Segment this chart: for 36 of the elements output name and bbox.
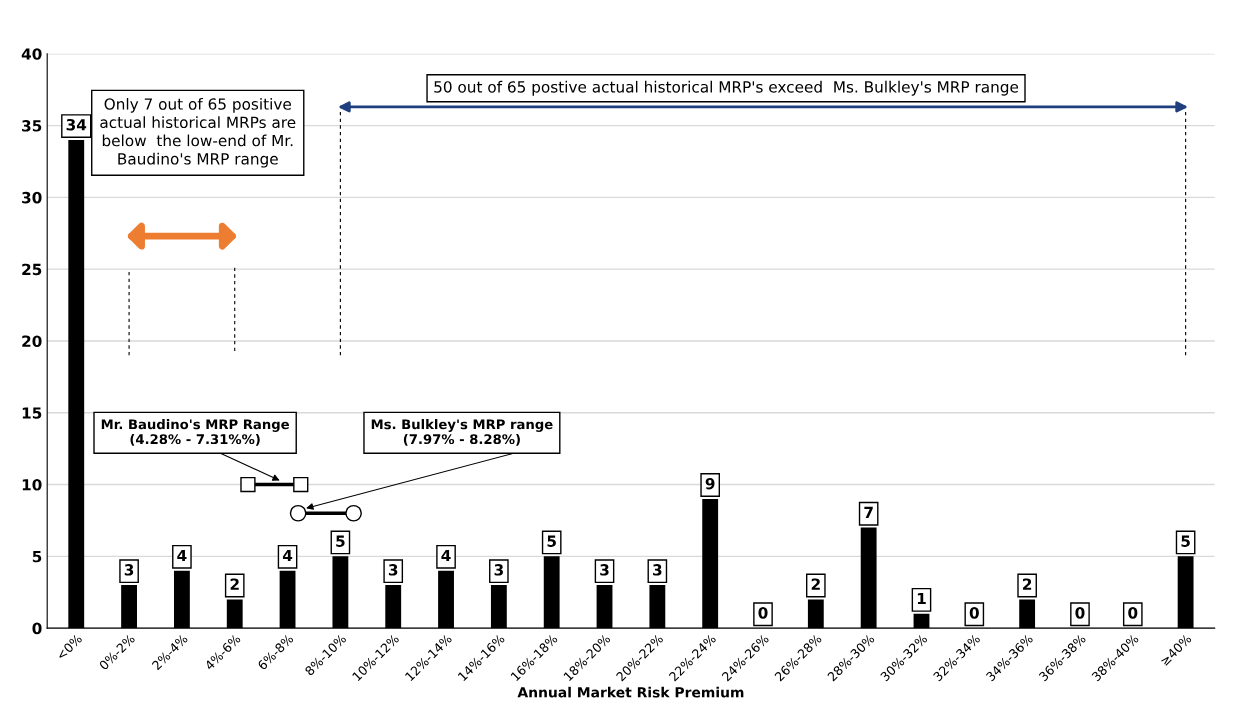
y-tick-label: 0	[32, 622, 42, 635]
data-label: 5	[1181, 535, 1190, 547]
data-label: 9	[705, 477, 715, 490]
annotation: Mr. Baudino's MRP Range (4.28% - 7.31%%)	[101, 419, 289, 446]
annotation: Only 7 out of 65 positive actual historical MRPs are below the low-end of Mr. Baudino's MRP range	[100, 97, 296, 168]
data-label: 0	[969, 607, 979, 619]
data-label: 5	[336, 535, 345, 547]
data-label: 0	[1075, 607, 1085, 619]
y-tick-label: 25	[22, 263, 42, 276]
data-label: 5	[547, 535, 556, 547]
y-tick-label: 30	[22, 191, 42, 204]
data-label: 4	[441, 549, 451, 562]
data-label: 3	[494, 564, 503, 576]
y-tick-label: 5	[32, 551, 42, 563]
y-tick-label: 35	[22, 120, 42, 132]
data-label: 34	[66, 118, 87, 131]
data-label: 3	[600, 564, 609, 576]
data-label: 1	[917, 592, 926, 605]
data-label: 2	[811, 578, 820, 590]
data-label: 4	[177, 549, 187, 562]
data-label: 7	[864, 506, 873, 518]
data-label: 0	[758, 607, 768, 619]
data-label: 2	[1023, 578, 1032, 590]
data-label: 4	[282, 549, 293, 562]
data-label: 2	[230, 578, 239, 590]
y-tick-label: 20	[22, 335, 42, 347]
annotation: 50 out of 65 postive actual historical MRP's exceed Ms. Bulkley's MRP range	[434, 80, 1019, 96]
x-axis-title: Annual Market Risk Premium	[517, 686, 744, 698]
y-tick-label: 15	[22, 407, 42, 419]
data-label: 0	[1128, 607, 1138, 619]
data-label: 3	[124, 564, 134, 576]
y-tick-label: 40	[21, 48, 42, 60]
data-label: 3	[653, 564, 662, 576]
y-tick-label: 10	[22, 479, 42, 491]
data-label: 3	[388, 564, 398, 576]
annotation: Ms. Bulkley's MRP range (7.97% - 8.28%)	[371, 419, 553, 446]
